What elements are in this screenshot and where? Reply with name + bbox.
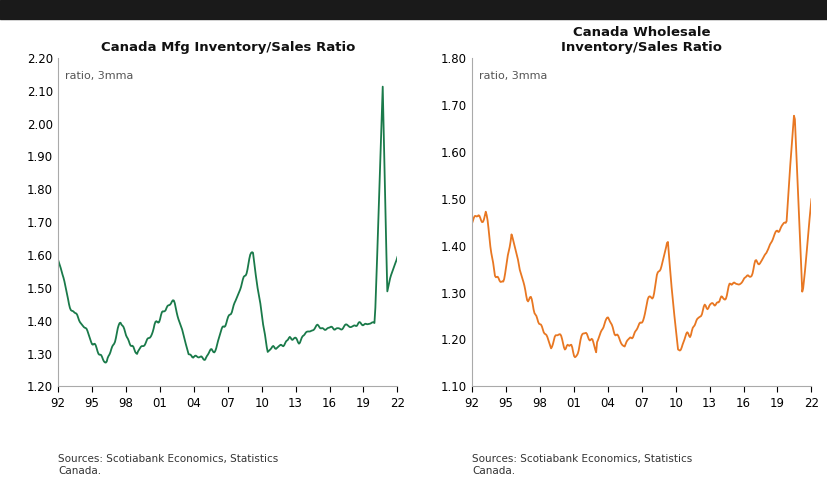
- Title: Canada Wholesale
Inventory/Sales Ratio: Canada Wholesale Inventory/Sales Ratio: [561, 26, 721, 54]
- Text: ratio, 3mma: ratio, 3mma: [478, 71, 547, 81]
- Text: ratio, 3mma: ratio, 3mma: [65, 71, 133, 81]
- Text: Sources: Scotiabank Economics, Statistics
Canada.: Sources: Scotiabank Economics, Statistic…: [471, 454, 691, 476]
- Text: Sources: Scotiabank Economics, Statistics
Canada.: Sources: Scotiabank Economics, Statistic…: [58, 454, 278, 476]
- Title: Canada Mfg Inventory/Sales Ratio: Canada Mfg Inventory/Sales Ratio: [100, 41, 355, 54]
